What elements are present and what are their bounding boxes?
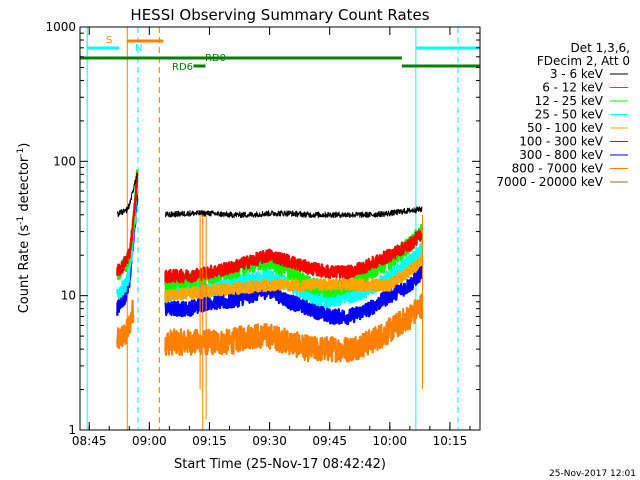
legend-header-line1: Det 1,3,6,: [571, 41, 631, 55]
series-100_300keV-line-1: [164, 229, 423, 284]
y-label-end: ): [17, 143, 32, 148]
annotation-rd0: RD0: [205, 53, 226, 64]
legend-label-3: 25 - 50 keV: [535, 108, 604, 122]
legend-label-1: 6 - 12 keV: [542, 81, 604, 95]
y-tick-label-3: 1000: [45, 20, 76, 34]
legend-label-8: 7000 - 20000 keV: [496, 175, 603, 189]
series-800_7000keV-line-0: [116, 299, 135, 350]
legend-label-4: 50 - 100 keV: [527, 121, 604, 135]
x-tick-label-5: 10:00: [373, 434, 408, 448]
legend-label-2: 12 - 25 keV: [535, 94, 604, 108]
y-tick-label-1: 10: [61, 289, 76, 303]
y-axis-label: Count Rate (s-1 detector-1): [16, 143, 32, 314]
y-tick-label-0: 1: [68, 423, 76, 437]
y-tick-label-2: 100: [53, 154, 76, 168]
axis-ticks: 08:45 09:00 09:15 09:30 09:45 10:00 10:15 1 10 10…: [45, 20, 480, 448]
y-label-mid: detector: [17, 156, 32, 216]
series-800_7000keV-line-1: [164, 293, 423, 363]
y-label-sup1: -1: [16, 216, 26, 225]
x-tick-label-2: 09:15: [192, 434, 227, 448]
legend-header-line2: FDecim 2, Att 0: [537, 54, 630, 68]
x-tick-label-6: 10:15: [433, 434, 468, 448]
series-3_6keV-line-1: [164, 206, 423, 219]
plot-area: [80, 27, 480, 430]
footer-timestamp: 25-Nov-2017 12:01: [549, 469, 636, 479]
legend-label-6: 300 - 800 keV: [519, 148, 603, 162]
series-50_100keV-line-0: [164, 254, 423, 303]
y-label-sup2: -1: [16, 148, 26, 157]
plot-frame: [79, 26, 481, 431]
legend-label-0: 3 - 6 keV: [550, 67, 604, 81]
chart-title: HESSI Observing Summary Count Rates: [130, 6, 429, 24]
series-300_800keV-line-1: [164, 265, 423, 325]
x-tick-label-3: 09:30: [252, 434, 287, 448]
series-3_6keV-line-0: [116, 173, 138, 218]
series-100_300keV-line-0: [116, 172, 139, 276]
x-axis-label: Start Time (25-Nov-17 08:42:42): [174, 457, 386, 472]
x-tick-label-4: 09:45: [312, 434, 347, 448]
annotation-rd6: RD6: [172, 62, 193, 73]
y-label-main: Count Rate (s: [17, 225, 32, 314]
legend-label-7: 800 - 7000 keV: [512, 162, 604, 176]
x-tick-label-0: 08:45: [72, 434, 107, 448]
x-tick-label-1: 09:00: [132, 434, 167, 448]
annotation-s: S: [106, 35, 112, 46]
annotation-n: N: [135, 43, 142, 54]
legend-label-5: 100 - 300 keV: [519, 135, 603, 149]
